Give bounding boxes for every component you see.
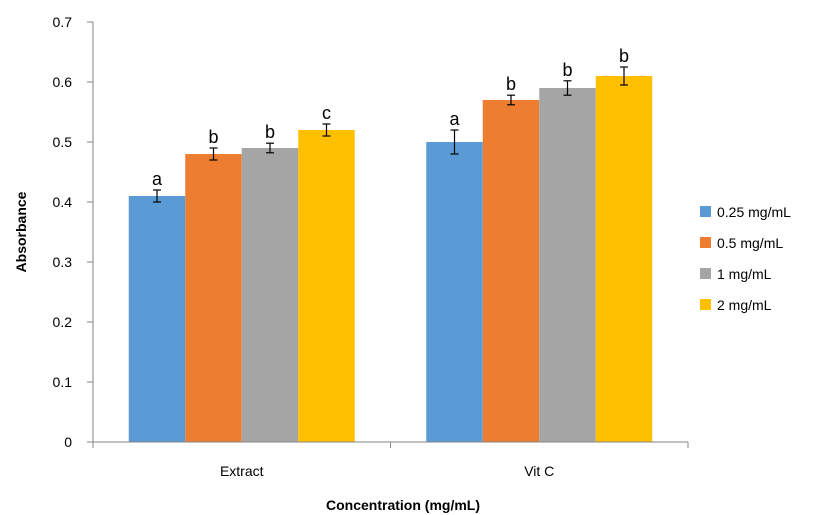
y-axis-title: Absorbance	[13, 191, 29, 272]
legend-label: 0.5 mg/mL	[717, 235, 783, 251]
bar	[298, 130, 355, 442]
legend: 0.25 mg/mL 0.5 mg/mL 1 mg/mL 2 mg/mL	[700, 204, 791, 313]
y-tick-label: 0.6	[53, 74, 73, 90]
bars: a b b c a b b b	[128, 46, 653, 442]
bar	[426, 142, 483, 442]
bar	[241, 148, 299, 442]
legend-label: 2 mg/mL	[717, 297, 772, 313]
x-tick-label: Extract	[220, 463, 264, 479]
legend-swatch	[700, 299, 711, 310]
bar	[185, 154, 242, 442]
legend-swatch	[700, 206, 711, 217]
y-tick-label: 0.5	[53, 134, 73, 150]
legend-swatch	[700, 268, 711, 279]
significance-label: c	[322, 103, 331, 123]
significance-label: b	[208, 127, 218, 147]
y-tick-label: 0.3	[53, 254, 73, 270]
legend-label: 0.25 mg/mL	[717, 204, 791, 220]
bar	[595, 76, 653, 442]
bar	[539, 88, 596, 442]
x-axis-title: Concentration (mg/mL)	[326, 497, 480, 513]
bar	[482, 100, 540, 442]
significance-label: b	[265, 122, 275, 142]
y-tick-label: 0.1	[53, 374, 73, 390]
y-axis: 0 0.1 0.2 0.3 0.4 0.5 0.6 0.7	[53, 14, 94, 450]
y-tick-label: 0.2	[53, 314, 73, 330]
x-axis: Extract Vit C	[92, 441, 689, 479]
legend-label: 1 mg/mL	[717, 266, 772, 282]
significance-label: b	[506, 74, 516, 94]
significance-label: a	[449, 109, 460, 129]
bar	[128, 196, 186, 442]
significance-label: b	[562, 60, 572, 80]
x-tick-label: Vit C	[524, 463, 554, 479]
y-tick-label: 0.4	[53, 194, 73, 210]
legend-swatch	[700, 237, 711, 248]
y-tick-label: 0.7	[53, 14, 73, 30]
significance-label: a	[152, 169, 163, 189]
significance-label: b	[619, 46, 629, 66]
y-tick-label: 0	[64, 434, 72, 450]
